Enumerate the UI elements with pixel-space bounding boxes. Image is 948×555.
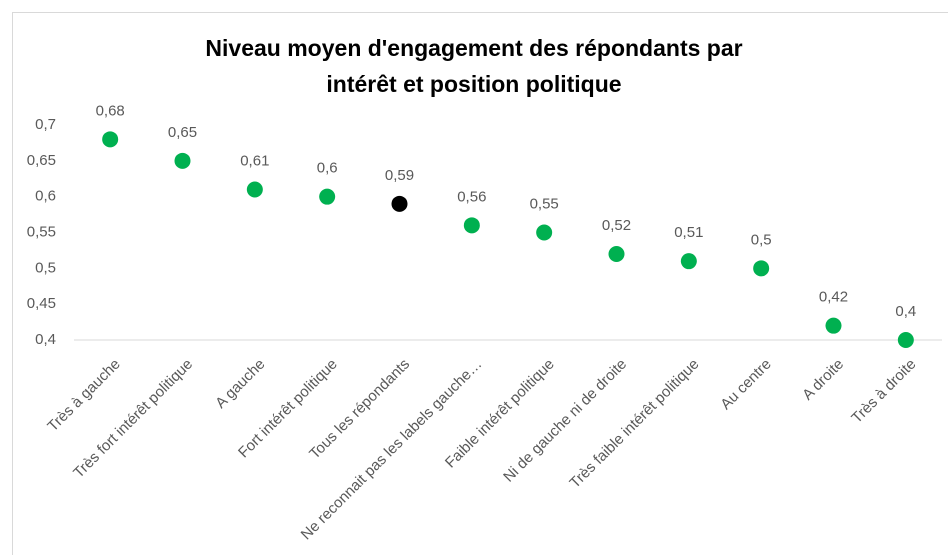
data-label: 0,61 <box>240 152 269 169</box>
x-tick-label: Très à gauche <box>44 356 123 435</box>
x-tick-label: Très fort intérêt politique <box>70 356 196 482</box>
point <box>174 152 191 169</box>
y-tick-label: 0,4 <box>35 331 56 348</box>
y-tick-label: 0,7 <box>35 116 56 133</box>
data-label: 0,55 <box>530 195 559 212</box>
data-label: 0,42 <box>819 289 848 306</box>
chart-frame <box>12 12 948 555</box>
point <box>319 188 336 205</box>
data-label: 0,65 <box>168 124 197 141</box>
x-tick-label: Au centre <box>717 356 774 413</box>
y-tick-label: 0,45 <box>27 295 56 312</box>
y-tick-label: 0,65 <box>27 152 56 169</box>
data-label: 0,56 <box>457 188 486 205</box>
x-tick-label: A gauche <box>212 356 268 412</box>
point <box>753 260 770 277</box>
y-tick-label: 0,6 <box>35 188 56 205</box>
point <box>102 131 119 148</box>
data-label: 0,59 <box>385 167 414 184</box>
data-label: 0,51 <box>674 224 703 241</box>
chart-title: Niveau moyen d'engagement des répondants… <box>205 35 743 97</box>
x-tick-label: A droite <box>799 356 847 404</box>
point <box>246 181 263 198</box>
point <box>391 195 408 212</box>
x-tick-label: Très à droite <box>848 356 919 427</box>
point <box>536 224 553 241</box>
x-tick-label: Très faible intérêt politique <box>566 356 702 492</box>
data-label: 0,68 <box>96 102 125 119</box>
x-tick-label: Ni de gauche ni de droite <box>500 356 630 486</box>
point <box>608 246 625 262</box>
y-tick-label: 0,5 <box>35 259 56 276</box>
point <box>825 317 842 334</box>
point <box>897 332 914 348</box>
data-label: 0,5 <box>751 231 772 248</box>
data-label: 0,4 <box>895 303 916 320</box>
data-label: 0,6 <box>317 160 338 177</box>
data-label: 0,52 <box>602 217 631 234</box>
y-tick-label: 0,55 <box>27 223 56 240</box>
point <box>463 217 480 234</box>
point <box>680 253 697 270</box>
